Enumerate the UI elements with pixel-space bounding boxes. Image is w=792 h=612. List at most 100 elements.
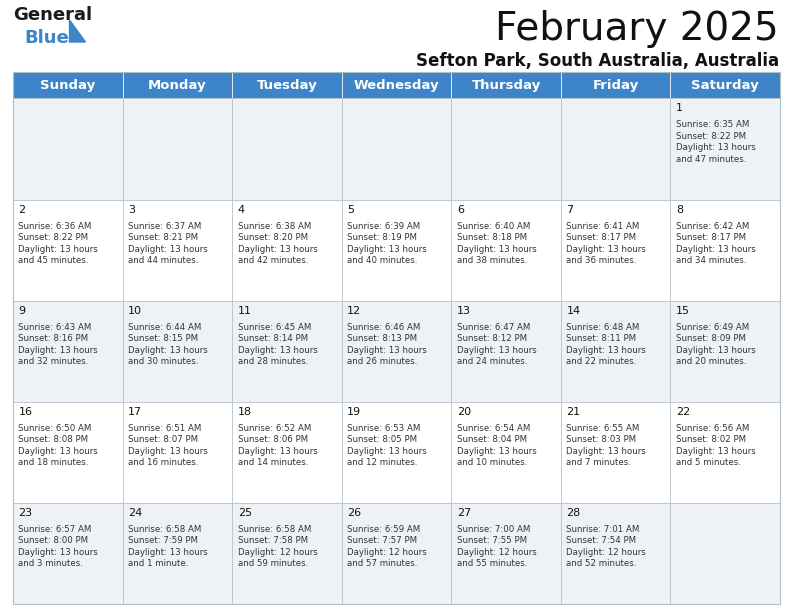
Text: Wednesday: Wednesday [354,79,440,92]
Text: and 26 minutes.: and 26 minutes. [347,357,417,366]
Text: Sunset: 7:59 PM: Sunset: 7:59 PM [128,536,198,545]
Text: 1: 1 [676,103,683,113]
Text: Sunrise: 6:54 AM: Sunrise: 6:54 AM [457,424,530,433]
Bar [341,200,451,300]
Bar [232,503,341,604]
Text: 20: 20 [457,407,471,417]
Bar [561,72,671,99]
Text: Thursday: Thursday [471,79,541,92]
Text: 13: 13 [457,306,470,316]
Text: Sunrise: 6:45 AM: Sunrise: 6:45 AM [238,323,311,332]
Text: Daylight: 13 hours: Daylight: 13 hours [676,447,756,456]
Text: Daylight: 13 hours: Daylight: 13 hours [566,346,646,355]
Text: Sunrise: 6:58 AM: Sunrise: 6:58 AM [128,525,201,534]
Text: Sunset: 8:04 PM: Sunset: 8:04 PM [457,435,527,444]
Text: Daylight: 12 hours: Daylight: 12 hours [347,548,427,557]
Text: and 34 minutes.: and 34 minutes. [676,256,746,265]
Bar [232,72,341,99]
Text: Sunset: 8:18 PM: Sunset: 8:18 PM [457,233,527,242]
Text: Sunrise: 6:43 AM: Sunrise: 6:43 AM [18,323,92,332]
Text: and 32 minutes.: and 32 minutes. [18,357,89,366]
Text: Sunset: 8:02 PM: Sunset: 8:02 PM [676,435,746,444]
Bar [341,503,451,604]
Text: 22: 22 [676,407,690,417]
Text: 9: 9 [18,306,25,316]
Bar [232,200,341,300]
Bar [451,503,561,604]
Text: 18: 18 [238,407,252,417]
Text: Sunrise: 6:51 AM: Sunrise: 6:51 AM [128,424,201,433]
Text: Daylight: 13 hours: Daylight: 13 hours [676,143,756,152]
Text: 10: 10 [128,306,142,316]
Text: 24: 24 [128,508,143,518]
Text: February 2025: February 2025 [495,10,779,48]
Bar [671,503,780,604]
Text: Monday: Monday [148,79,207,92]
Text: 19: 19 [347,407,361,417]
Bar [341,300,451,402]
Text: Blue: Blue [25,29,69,47]
Text: and 12 minutes.: and 12 minutes. [347,458,417,468]
Text: Sunrise: 7:00 AM: Sunrise: 7:00 AM [457,525,530,534]
Bar [13,99,123,200]
Text: Daylight: 13 hours: Daylight: 13 hours [238,447,318,456]
Bar [13,300,123,402]
Text: Sunrise: 6:42 AM: Sunrise: 6:42 AM [676,222,749,231]
Text: Daylight: 13 hours: Daylight: 13 hours [238,245,318,253]
Text: and 7 minutes.: and 7 minutes. [566,458,631,468]
Text: Sunset: 8:11 PM: Sunset: 8:11 PM [566,334,637,343]
Text: Sunset: 8:21 PM: Sunset: 8:21 PM [128,233,198,242]
Text: Sunrise: 6:49 AM: Sunrise: 6:49 AM [676,323,749,332]
Text: 7: 7 [566,204,573,215]
Text: Sunset: 8:22 PM: Sunset: 8:22 PM [18,233,89,242]
Text: 21: 21 [566,407,581,417]
Text: 25: 25 [238,508,252,518]
Text: and 57 minutes.: and 57 minutes. [347,559,417,569]
Text: Sunday: Sunday [40,79,95,92]
Text: Daylight: 12 hours: Daylight: 12 hours [566,548,646,557]
Bar [341,72,451,99]
Text: Sunrise: 6:47 AM: Sunrise: 6:47 AM [457,323,530,332]
Text: 17: 17 [128,407,143,417]
Text: and 20 minutes.: and 20 minutes. [676,357,746,366]
Text: Sunrise: 6:46 AM: Sunrise: 6:46 AM [347,323,421,332]
Text: Daylight: 13 hours: Daylight: 13 hours [676,245,756,253]
Text: Sunrise: 6:52 AM: Sunrise: 6:52 AM [238,424,311,433]
Text: Daylight: 13 hours: Daylight: 13 hours [566,245,646,253]
Bar [451,72,561,99]
Text: Sunset: 8:07 PM: Sunset: 8:07 PM [128,435,198,444]
Bar [123,200,232,300]
Text: Sunset: 7:54 PM: Sunset: 7:54 PM [566,536,637,545]
Text: Sunset: 7:58 PM: Sunset: 7:58 PM [238,536,308,545]
Text: 23: 23 [18,508,32,518]
Text: Sefton Park, South Australia, Australia: Sefton Park, South Australia, Australia [416,52,779,70]
Text: Sunset: 8:12 PM: Sunset: 8:12 PM [457,334,527,343]
Text: General: General [13,6,92,24]
Text: Sunset: 8:09 PM: Sunset: 8:09 PM [676,334,746,343]
Text: Sunrise: 6:48 AM: Sunrise: 6:48 AM [566,323,640,332]
Text: Sunset: 8:22 PM: Sunset: 8:22 PM [676,132,746,141]
Bar [451,300,561,402]
Text: and 45 minutes.: and 45 minutes. [18,256,89,265]
Bar [232,99,341,200]
Text: Sunset: 8:20 PM: Sunset: 8:20 PM [238,233,308,242]
Bar [671,200,780,300]
Bar [451,99,561,200]
Text: Sunrise: 6:38 AM: Sunrise: 6:38 AM [238,222,311,231]
Text: Daylight: 12 hours: Daylight: 12 hours [457,548,536,557]
Text: Daylight: 12 hours: Daylight: 12 hours [238,548,318,557]
Bar [13,72,780,604]
Text: Daylight: 13 hours: Daylight: 13 hours [347,447,427,456]
Text: Daylight: 13 hours: Daylight: 13 hours [566,447,646,456]
Text: Daylight: 13 hours: Daylight: 13 hours [18,245,98,253]
Text: and 44 minutes.: and 44 minutes. [128,256,199,265]
Bar [451,200,561,300]
Text: 15: 15 [676,306,690,316]
Text: 14: 14 [566,306,581,316]
Text: Sunrise: 6:55 AM: Sunrise: 6:55 AM [566,424,640,433]
Text: Sunrise: 6:35 AM: Sunrise: 6:35 AM [676,121,749,130]
Text: Sunrise: 6:41 AM: Sunrise: 6:41 AM [566,222,640,231]
Text: Daylight: 13 hours: Daylight: 13 hours [457,447,536,456]
Text: Sunrise: 6:59 AM: Sunrise: 6:59 AM [347,525,421,534]
Text: and 36 minutes.: and 36 minutes. [566,256,637,265]
